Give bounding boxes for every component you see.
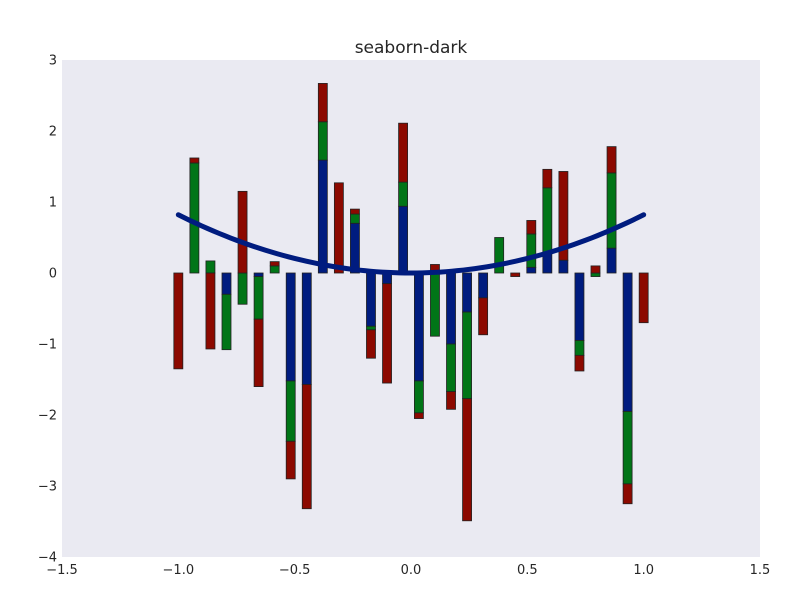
chart-title: seaborn-dark bbox=[355, 38, 468, 58]
x-tick-label: 1.0 bbox=[633, 563, 654, 578]
bar-segment bbox=[558, 171, 569, 261]
bar-segment bbox=[189, 157, 200, 164]
bar-segment bbox=[558, 259, 569, 274]
bar-segment bbox=[446, 272, 456, 345]
bar-segment bbox=[253, 318, 264, 387]
bar-segment bbox=[478, 272, 489, 299]
x-tick-label: −0.5 bbox=[279, 563, 311, 578]
bar-segment bbox=[622, 272, 633, 412]
bar-segment bbox=[462, 398, 472, 522]
bar-segment bbox=[366, 329, 376, 359]
bar-segment bbox=[205, 272, 216, 350]
bar-segment bbox=[205, 260, 216, 274]
bars-layer bbox=[173, 83, 649, 522]
bar-segment bbox=[189, 162, 200, 274]
bar-segment bbox=[542, 187, 553, 255]
bar-segment bbox=[606, 172, 617, 249]
bar-segment bbox=[638, 272, 649, 324]
bar-segment bbox=[285, 272, 296, 382]
x-tick-label: −1.5 bbox=[46, 563, 78, 578]
bar-segment bbox=[350, 208, 360, 215]
bar-segment bbox=[622, 483, 633, 505]
y-axis-ticks: −4 −3 −2 −1 0 1 2 3 bbox=[38, 54, 57, 566]
bar-segment bbox=[253, 272, 264, 277]
bar-segment bbox=[462, 272, 472, 313]
bar-segment bbox=[317, 83, 328, 123]
y-tick-label: −1 bbox=[38, 338, 57, 353]
bar-segment bbox=[398, 205, 408, 274]
bar-segment bbox=[269, 261, 280, 267]
bar-segment bbox=[526, 233, 537, 268]
bar-segment bbox=[317, 121, 328, 161]
bar-segment bbox=[590, 265, 601, 274]
bar-segment bbox=[526, 220, 537, 235]
bar-segment bbox=[462, 311, 472, 400]
bar-segment bbox=[301, 272, 312, 385]
bar-segment bbox=[446, 391, 456, 410]
bar-segment bbox=[285, 380, 296, 442]
bar-segment bbox=[221, 272, 232, 295]
bar-segment bbox=[366, 325, 376, 331]
bar-segment bbox=[221, 293, 232, 351]
bar-segment bbox=[398, 122, 408, 183]
bar-segment bbox=[237, 190, 248, 274]
bar-segment bbox=[606, 146, 617, 174]
y-tick-label: 2 bbox=[49, 125, 57, 140]
bar-segment bbox=[414, 272, 424, 382]
plot-area bbox=[62, 60, 760, 557]
bar-segment bbox=[446, 343, 456, 392]
bar-segment bbox=[494, 237, 505, 274]
bar-segment bbox=[398, 181, 408, 207]
bar-segment bbox=[269, 265, 280, 274]
bar-segment bbox=[350, 213, 360, 224]
x-axis-ticks: −1.5 −1.0 −0.5 0.0 0.5 1.0 1.5 bbox=[46, 563, 770, 578]
bar-segment bbox=[478, 297, 489, 336]
bar-segment bbox=[574, 340, 585, 356]
bar-segment bbox=[350, 222, 360, 274]
bar-segment bbox=[253, 276, 264, 320]
bar-segment bbox=[382, 283, 392, 384]
bar-segment bbox=[542, 253, 553, 274]
bar-segment bbox=[414, 412, 424, 419]
bar-segment bbox=[285, 440, 296, 480]
bar-segment bbox=[574, 272, 585, 341]
bar-segment bbox=[622, 411, 633, 485]
y-tick-label: −3 bbox=[38, 480, 57, 495]
y-tick-label: 3 bbox=[49, 54, 57, 69]
x-tick-label: 1.5 bbox=[750, 563, 771, 578]
bar-segment bbox=[173, 272, 184, 370]
bar-segment bbox=[590, 272, 601, 277]
bar-segment bbox=[333, 182, 344, 274]
bar-segment bbox=[430, 272, 440, 337]
x-tick-label: 0.5 bbox=[517, 563, 538, 578]
bar-segment bbox=[542, 168, 553, 189]
bar-segment bbox=[301, 384, 312, 510]
bar-segment bbox=[526, 266, 537, 274]
bar-segment bbox=[366, 272, 376, 327]
y-tick-label: −4 bbox=[38, 551, 57, 566]
bar-segment bbox=[606, 247, 617, 274]
bar-segment bbox=[574, 354, 585, 372]
bar-segment bbox=[510, 272, 521, 277]
y-tick-label: 0 bbox=[49, 267, 57, 282]
bar-segment bbox=[414, 380, 424, 414]
bar-segment bbox=[237, 272, 248, 305]
x-tick-label: 0.0 bbox=[401, 563, 422, 578]
series-line bbox=[175, 212, 647, 276]
y-tick-label: −2 bbox=[38, 409, 57, 424]
bar-segment bbox=[317, 159, 328, 274]
x-tick-label: −1.0 bbox=[163, 563, 195, 578]
y-tick-label: 1 bbox=[49, 196, 57, 211]
